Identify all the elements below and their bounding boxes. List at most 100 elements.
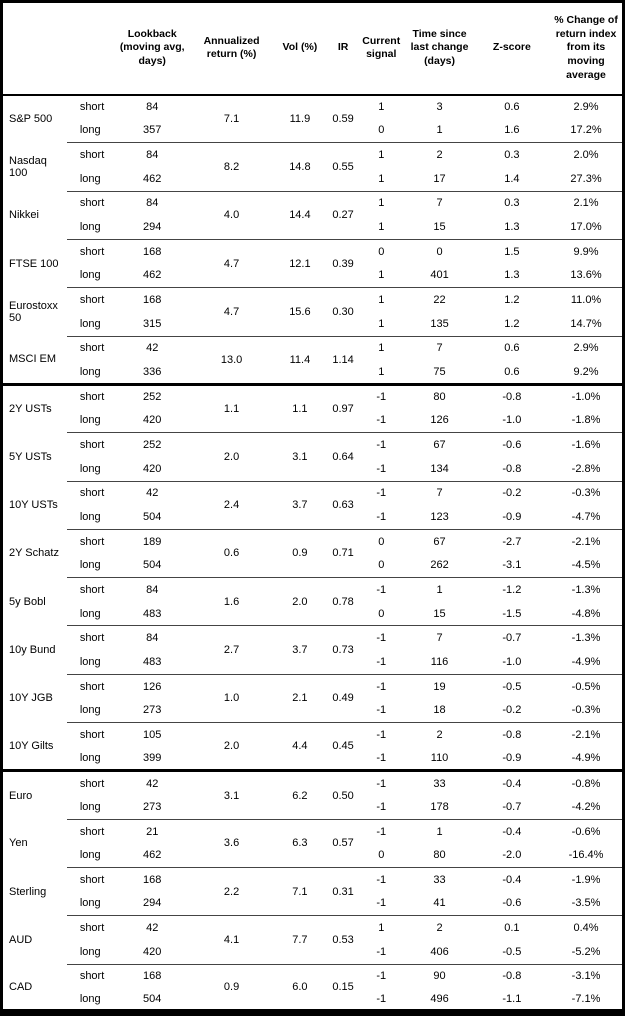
signal-value: -1: [376, 992, 387, 1005]
days-since-change-value: 116: [430, 655, 449, 668]
vol-value: 7.1: [270, 866, 330, 916]
table-row: long 399 -1 110 -0.9 -4.9%: [2, 747, 624, 771]
table-row: Nasdaq 100 short 84 8.2 14.8 0.55 1 2 0.3 2.0%: [2, 142, 624, 192]
days-since-change-value: 18: [433, 704, 446, 717]
pct-change-value: -7.1%: [571, 992, 601, 1005]
lookback-value: 399: [143, 752, 162, 765]
leg-label: long: [79, 849, 101, 862]
z-score-value: -1.0: [502, 414, 522, 427]
column-header: Z-score: [473, 1, 551, 96]
ir-value: 0.57: [329, 818, 358, 868]
signal-value: 0: [357, 238, 406, 264]
table-row: Euro short 42 3.1 6.2 0.50 -1 33 -0.4 -0.8%: [1, 769, 624, 820]
ir-value: 0.55: [329, 142, 358, 192]
pct-change-value: -0.6%: [550, 818, 624, 844]
days-since-change-value: 7: [405, 335, 474, 361]
ir-value: 0.50: [329, 769, 358, 820]
lookback-value: 462: [143, 849, 162, 862]
table-row: MSCI EM short 42 13.0 11.4 1.14 1 7 0.6 2.9%: [2, 335, 624, 385]
days-since-change-value: 3: [405, 93, 474, 119]
z-score-value: -3.1: [502, 559, 522, 572]
asset-name: Nasdaq 100: [9, 154, 47, 179]
signal-value: -1: [376, 800, 387, 813]
table-row: long 462 1 401 1.3 13.6%: [2, 264, 624, 288]
z-score-value: 1.2: [504, 317, 520, 330]
signal-value: 1: [357, 93, 406, 119]
annualized-return-value: 4.7: [192, 238, 271, 288]
signal-value: -1: [357, 625, 406, 651]
lookback-value: 84: [112, 93, 193, 119]
signal-value: 1: [378, 317, 385, 330]
lookback-value: 189: [112, 528, 193, 554]
leg-label: short: [66, 673, 113, 699]
leg-label: short: [66, 722, 113, 747]
table-row: long 357 0 1 1.6 17.2%: [2, 119, 624, 143]
table-row: 5Y USTs short 252 2.0 3.1 0.64 -1 67 -0.6 -1.6%: [2, 432, 624, 481]
leg-label: long: [79, 124, 101, 137]
signal-value: 0: [357, 528, 406, 554]
asset-name: 5Y USTs: [9, 450, 52, 463]
lookback-value: 84: [112, 625, 193, 651]
leg-label: long: [79, 752, 101, 765]
signal-value: -1: [357, 480, 406, 506]
table-row: AUD short 42 4.1 7.7 0.53 1 2 0.1 0.4%: [2, 915, 624, 965]
lookback-value: 126: [112, 673, 193, 699]
annualized-return-value: 2.4: [192, 480, 271, 530]
lookback-value: 42: [112, 769, 193, 796]
column-header: % Change of return index from its moving…: [550, 1, 624, 96]
table-row: 2Y Schatz short 189 0.6 0.9 0.71 0 67 -2.7 -2.1%: [2, 528, 624, 578]
asset-name: AUD: [9, 933, 33, 946]
leg-label: short: [66, 528, 113, 554]
days-since-change-value: 67: [405, 528, 474, 554]
column-header: Vol (%): [270, 1, 330, 96]
column-header: [66, 1, 113, 96]
z-score-value: 0.3: [473, 190, 551, 216]
lookback-value: 294: [143, 221, 162, 234]
asset-name: Yen: [9, 837, 28, 850]
table-row: long 273 -1 178 -0.7 -4.2%: [2, 795, 624, 819]
days-since-change-value: 15: [433, 607, 446, 620]
pct-change-value: -0.3%: [550, 480, 624, 506]
ir-value: 0.27: [329, 190, 358, 240]
lookback-value: 84: [112, 142, 193, 167]
table-row: 10Y USTs short 42 2.4 3.7 0.63 -1 7 -0.2 -0.3%: [2, 480, 624, 530]
days-since-change-value: 7: [405, 190, 474, 216]
pct-change-value: -0.8%: [550, 769, 624, 796]
table-row: long 483 -1 116 -1.0 -4.9%: [2, 650, 624, 674]
days-since-change-value: 17: [433, 172, 446, 185]
signal-value: -1: [376, 897, 387, 910]
lookback-value: 84: [112, 190, 193, 216]
annualized-return-value: 2.7: [192, 625, 271, 675]
lookback-value: 168: [112, 287, 193, 312]
days-since-change-value: 0: [405, 238, 474, 264]
days-since-change-value: 22: [405, 287, 474, 312]
z-score-value: -0.6: [473, 432, 551, 457]
signal-value: 1: [378, 269, 385, 282]
ir-value: 0.97: [329, 382, 358, 433]
signal-value: -1: [376, 945, 387, 958]
annualized-return-value: 3.6: [192, 818, 271, 868]
pct-change-value: -4.5%: [571, 559, 601, 572]
days-since-change-value: 496: [430, 992, 449, 1005]
days-since-change-value: 7: [405, 480, 474, 506]
ir-value: 0.15: [329, 963, 358, 1013]
signal-value: -1: [357, 722, 406, 747]
leg-label: long: [79, 462, 101, 475]
z-score-value: -0.8: [502, 462, 522, 475]
z-score-value: 1.6: [504, 124, 520, 137]
annualized-return-value: 8.2: [192, 142, 271, 192]
table-row: 2Y USTs short 252 1.1 1.1 0.97 -1 80 -0.8 -1.0%: [1, 382, 624, 433]
days-since-change-value: 19: [405, 673, 474, 699]
z-score-value: -2.0: [502, 849, 522, 862]
ir-value: 0.53: [329, 915, 358, 965]
pct-change-value: -4.2%: [571, 800, 601, 813]
vol-value: 6.3: [270, 818, 330, 868]
signal-value: -1: [357, 866, 406, 892]
annualized-return-value: 4.0: [192, 190, 271, 240]
lookback-value: 168: [112, 238, 193, 264]
signal-value: 1: [357, 190, 406, 216]
annualized-return-value: 2.2: [192, 866, 271, 916]
table-row: long 462 0 80 -2.0 -16.4%: [2, 843, 624, 867]
vol-value: 6.2: [270, 769, 330, 820]
